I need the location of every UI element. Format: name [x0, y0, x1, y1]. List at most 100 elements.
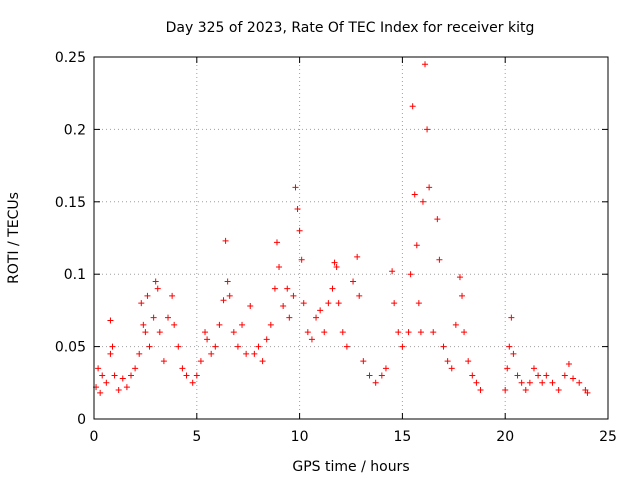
roti-point — [239, 321, 246, 328]
roti-point — [561, 372, 568, 379]
roti-point — [430, 329, 437, 336]
roti-point — [350, 278, 357, 285]
roti-point — [193, 372, 200, 379]
roti-point — [140, 321, 147, 328]
roti-point — [526, 379, 533, 386]
roti-point — [216, 321, 223, 328]
roti-point — [132, 365, 139, 372]
roti-point — [407, 271, 414, 278]
roti-point — [510, 350, 517, 357]
roti-point — [452, 321, 459, 328]
roti-point — [183, 372, 190, 379]
roti-point — [95, 365, 102, 372]
roti-point — [298, 256, 305, 263]
roti-point — [473, 379, 480, 386]
gridlines — [94, 57, 608, 419]
y-tick-label: 0.25 — [55, 50, 86, 66]
roti-point — [142, 329, 149, 336]
roti-point — [530, 365, 537, 372]
roti-point — [171, 321, 178, 328]
roti-point — [189, 379, 196, 386]
roti-point — [413, 242, 420, 249]
roti-point — [409, 103, 416, 110]
roti-point — [391, 300, 398, 307]
y-tick-label: 0.05 — [55, 340, 86, 356]
roti-point — [576, 379, 583, 386]
roti-point — [286, 314, 293, 321]
roti-point — [321, 329, 328, 336]
roti-point — [448, 365, 455, 372]
roti-point — [204, 336, 211, 343]
roti-point — [107, 350, 114, 357]
roti-point — [103, 379, 110, 386]
roti-point — [549, 379, 556, 386]
roti-point — [284, 285, 291, 292]
roti-point — [146, 343, 153, 350]
roti-point — [280, 303, 287, 310]
roti-point — [461, 329, 468, 336]
roti-point — [506, 343, 513, 350]
roti-point — [456, 274, 463, 281]
roti-point — [109, 343, 116, 350]
roti-point — [335, 300, 342, 307]
roti-point — [138, 300, 145, 307]
x-tick-label: 5 — [192, 429, 201, 445]
roti-point — [156, 329, 163, 336]
roti-point — [300, 300, 307, 307]
roti-point — [329, 285, 336, 292]
roti-point — [175, 343, 182, 350]
roti-point — [247, 303, 254, 310]
roti-point — [366, 372, 373, 379]
roti-point — [584, 389, 591, 396]
roti-point — [356, 292, 363, 299]
x-tick-label: 10 — [291, 429, 309, 445]
roti-point — [436, 256, 443, 263]
roti-point — [267, 321, 274, 328]
data-points — [93, 61, 591, 396]
roti-point — [325, 300, 332, 307]
roti-point — [208, 350, 215, 357]
roti-point — [136, 350, 143, 357]
roti-point — [226, 292, 233, 299]
roti-point — [169, 292, 176, 299]
roti-point — [405, 329, 412, 336]
roti-point — [152, 278, 159, 285]
roti-point — [372, 379, 379, 386]
roti-point — [296, 227, 303, 234]
x-tick-label: 15 — [393, 429, 411, 445]
roti-point — [107, 317, 114, 324]
roti-point — [313, 314, 320, 321]
roti-point — [290, 292, 297, 299]
x-tick-label: 20 — [496, 429, 514, 445]
roti-point — [333, 263, 340, 270]
y-tick-label: 0.2 — [64, 122, 86, 138]
roti-point — [378, 372, 385, 379]
roti-point — [179, 365, 186, 372]
roti-point — [514, 372, 521, 379]
roti-point — [222, 237, 229, 244]
roti-point — [123, 384, 130, 391]
axis-ticks: 0 0.05 0.1 0.15 0.2 0.25 0 5 10 15 20 25 — [55, 50, 617, 445]
roti-point — [399, 343, 406, 350]
y-tick-label: 0.1 — [64, 267, 86, 283]
roti-point — [518, 379, 525, 386]
chart-title: Day 325 of 2023, Rate Of TEC Index for r… — [166, 20, 535, 36]
roti-point — [522, 387, 529, 394]
roti-point — [276, 263, 283, 270]
roti-point — [465, 358, 472, 365]
roti-point — [477, 387, 484, 394]
roti-point — [395, 329, 402, 336]
y-axis-label: ROTI / TECUs — [6, 192, 22, 284]
roti-point — [422, 61, 429, 68]
roti-point — [504, 365, 511, 372]
roti-point — [304, 329, 311, 336]
roti-point — [128, 372, 135, 379]
x-tick-label: 25 — [599, 429, 617, 445]
roti-point — [99, 372, 106, 379]
roti-point — [154, 285, 161, 292]
roti-point — [220, 297, 227, 304]
roti-point — [434, 216, 441, 223]
roti-point — [224, 278, 231, 285]
roti-point — [382, 365, 389, 372]
